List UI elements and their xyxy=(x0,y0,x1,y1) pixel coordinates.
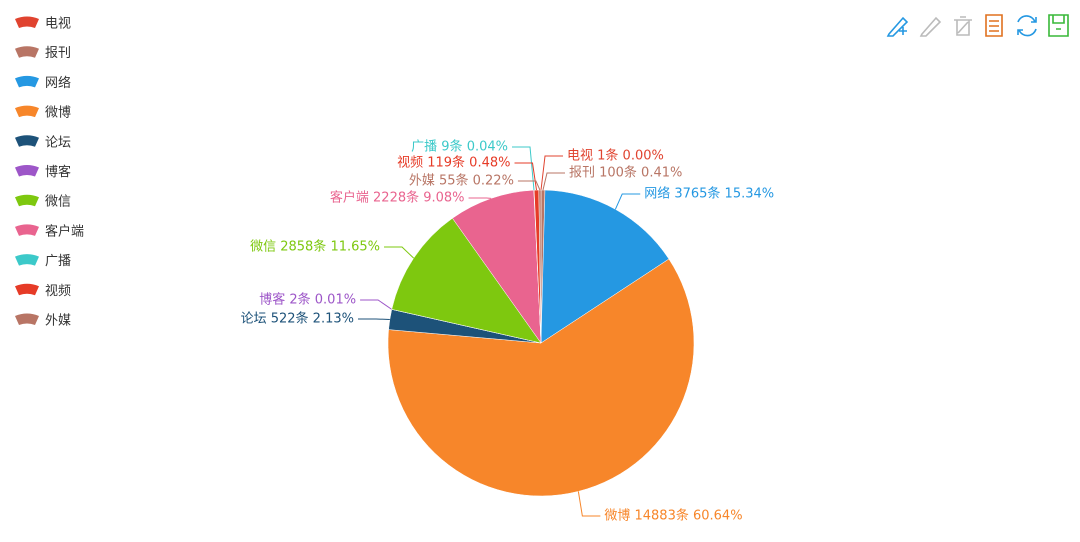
pie-slice xyxy=(540,189,670,344)
data-label: 论坛 522条 2.13% xyxy=(241,311,354,327)
label-line xyxy=(517,180,541,191)
legend-icon xyxy=(15,224,39,236)
legend-icon xyxy=(15,254,39,266)
legend-label: 广播 xyxy=(45,254,71,269)
label-line xyxy=(540,155,564,191)
legend-icon xyxy=(15,75,39,88)
data-label: 客户端 2228条 9.08% xyxy=(330,190,465,206)
legend-label: 微博 xyxy=(45,106,71,121)
data-label: 网络 3765条 15.34% xyxy=(644,186,774,202)
legend-icon xyxy=(15,194,39,207)
label-line xyxy=(512,146,535,191)
legend-icon xyxy=(15,46,39,58)
legend-icon xyxy=(15,16,39,28)
data-label: 广播 9条 0.04% xyxy=(411,139,508,155)
legend-icon xyxy=(15,135,39,147)
legend-label: 视频 xyxy=(45,284,71,299)
tool-restore[interactable] xyxy=(1017,15,1037,37)
legend-label: 电视 xyxy=(45,17,71,32)
data-label: 微博 14883条 60.64% xyxy=(604,508,742,524)
data-label: 视频 119条 0.48% xyxy=(397,155,510,171)
tool-data-view[interactable] xyxy=(985,14,1003,37)
label-line xyxy=(614,193,641,210)
data-label: 博客 2条 0.01% xyxy=(259,292,356,308)
legend-label: 网络 xyxy=(45,75,71,91)
pie-slice xyxy=(387,258,695,497)
label-line xyxy=(577,491,601,517)
legend-label: 客户端 xyxy=(45,223,84,239)
data-label: 报刊 100条 0.41% xyxy=(569,165,682,181)
label-line xyxy=(384,246,415,259)
legend-label: 外媒 xyxy=(45,314,71,329)
tool-mark-undo[interactable] xyxy=(919,16,942,37)
data-label: 微信 2858条 11.65% xyxy=(250,239,380,255)
label-line xyxy=(542,172,565,191)
label-line xyxy=(360,299,393,310)
pie-slice xyxy=(391,217,542,344)
legend-label: 微信 xyxy=(45,195,71,210)
tool-mark[interactable] xyxy=(886,16,909,37)
legend-icon xyxy=(15,105,39,118)
legend-icon xyxy=(15,283,39,296)
tool-save[interactable] xyxy=(1048,14,1069,37)
toolbox[interactable] xyxy=(886,14,1069,37)
legend-label: 报刊 xyxy=(45,46,71,61)
tool-clear[interactable] xyxy=(954,16,972,36)
legend-icon xyxy=(15,165,39,177)
legend-icon xyxy=(15,313,39,325)
pie-slice xyxy=(452,189,542,344)
data-label: 电视 1条 0.00% xyxy=(567,148,664,164)
legend-label: 论坛 xyxy=(45,135,71,150)
data-label: 外媒 55条 0.22% xyxy=(409,173,514,189)
legend-label: 博客 xyxy=(45,164,71,180)
